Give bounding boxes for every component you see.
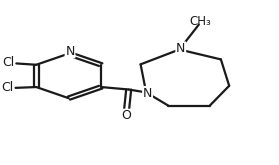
Text: Cl: Cl — [1, 81, 13, 94]
Text: N: N — [143, 87, 152, 100]
Text: N: N — [65, 45, 75, 58]
Text: CH₃: CH₃ — [189, 15, 211, 28]
Text: O: O — [122, 109, 131, 122]
Text: Cl: Cl — [2, 56, 14, 69]
Text: N: N — [176, 42, 186, 55]
